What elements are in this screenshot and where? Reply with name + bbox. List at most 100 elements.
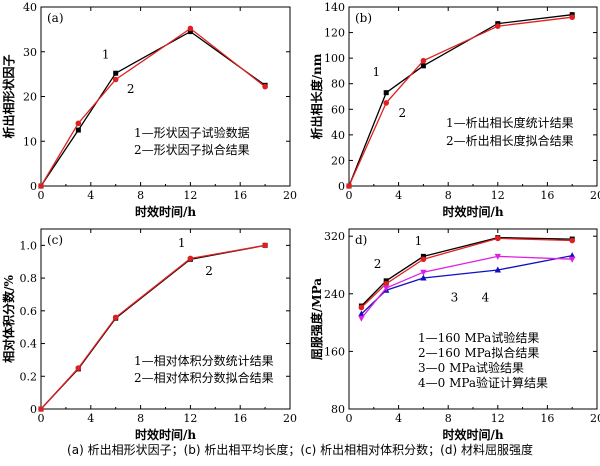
x-tick-label: 0 (38, 189, 45, 202)
legend-entry-4: 4—0 MPa验证计算结果 (418, 375, 548, 390)
data-point (420, 274, 427, 281)
y-tick-label: 80 (331, 403, 345, 416)
data-point (383, 278, 389, 284)
y-axis-label: 析出相形状因子 (1, 54, 16, 138)
data-point (569, 14, 575, 21)
data-point (112, 314, 119, 321)
data-point (75, 365, 82, 371)
chart-panel-3: 0 4 8 12 16 2000.20.40.60.81.0时效时间/h相对体积分数/%(… (1, 228, 297, 442)
x-tick-label: 20 (590, 189, 600, 202)
data-point (420, 57, 427, 64)
data-point (495, 23, 501, 29)
data-point (38, 406, 44, 412)
data-point (113, 70, 119, 76)
x-tick-label: 8 (445, 412, 452, 425)
data-point (495, 235, 501, 242)
data-point (383, 280, 390, 287)
x-tick-label: 8 (137, 189, 144, 202)
y-tick-label: 40 (331, 129, 345, 142)
x-tick-label: 4 (395, 189, 402, 202)
y-tick-label: 100 (324, 52, 345, 65)
data-point (420, 256, 427, 263)
series-annotation: 4 (482, 291, 490, 305)
x-tick-label: 20 (590, 412, 600, 425)
x-tick-label: 20 (283, 189, 297, 202)
y-tick-label: 240 (324, 288, 345, 301)
data-point (420, 269, 427, 276)
data-point (420, 253, 426, 259)
legend-entry-3: 3—0 MPa试验结果 (418, 360, 524, 375)
y-axis-label: 屈服强度/MPa (309, 278, 324, 360)
data-point (569, 252, 576, 259)
chart-panel-1: 0 4 8 12 16 20010203040时效时间/h析出相形状因子(a)121—形状… (1, 1, 297, 219)
x-tick-label: 16 (233, 189, 247, 202)
x-tick-label: 8 (137, 412, 144, 425)
y-tick-label: 40 (23, 1, 37, 14)
x-tick-label: 12 (491, 412, 505, 425)
y-tick-label: 160 (324, 345, 345, 358)
panel-label: (c) (47, 233, 63, 247)
legend-entry-2: 2—相对体积分数拟合结果 (134, 370, 274, 385)
data-point (187, 29, 193, 35)
x-tick-label: 4 (395, 412, 402, 425)
data-point (358, 310, 365, 317)
x-tick-label: 12 (183, 412, 197, 425)
y-tick-label: 0 (338, 180, 345, 193)
x-tick-label: 16 (233, 412, 247, 425)
x-tick-label: 8 (445, 189, 452, 202)
y-axis-label: 相对体积分数/% (1, 275, 16, 363)
data-point (569, 256, 576, 263)
data-point (75, 127, 81, 133)
data-point (358, 315, 365, 322)
x-axis-label: 时效时间/h (442, 204, 503, 219)
data-point (383, 90, 389, 96)
x-tick-label: 4 (87, 189, 94, 202)
y-tick-label: 140 (324, 1, 345, 14)
x-axis-label: 时效时间/h (135, 204, 196, 219)
data-point (187, 255, 194, 262)
y-tick-label: 0.6 (20, 305, 38, 318)
x-tick-label: 0 (38, 412, 45, 425)
y-tick-label: 320 (324, 230, 345, 243)
data-point (420, 63, 426, 69)
data-point (262, 83, 268, 90)
legend-entry-2: 2—形状因子拟合结果 (134, 142, 250, 157)
series-annotation: 1 (415, 234, 423, 248)
chart-panel-4: 04812162080160240320时效时间/h屈服强度/MPad)1234… (309, 228, 600, 442)
data-point (112, 76, 119, 83)
plot-frame (348, 6, 598, 187)
panel-label: (a) (47, 11, 64, 25)
data-point (75, 120, 82, 127)
series-annotation: 1 (102, 47, 110, 61)
x-tick-label: 16 (540, 189, 554, 202)
panel-label: (b) (355, 11, 372, 25)
y-tick-label: 20 (23, 91, 37, 104)
legend-entry-1: 1—相对体积分数统计结果 (134, 353, 274, 368)
series-line-1 (348, 14, 573, 187)
y-tick-label: 80 (331, 78, 345, 91)
series-annotation: 2 (205, 264, 213, 278)
y-tick-label: 0 (30, 403, 37, 416)
chart-panel-2: 048121620020406080100120140时效时间/h析出相长度/n… (309, 1, 600, 219)
series-annotation: 1 (372, 65, 380, 79)
legend-entry-1: 1—析出相长度统计结果 (446, 115, 574, 130)
x-tick-label: 12 (183, 189, 197, 202)
series-annotation: 2 (127, 82, 135, 96)
series-annotation: 3 (451, 291, 459, 305)
y-tick-label: 60 (331, 103, 345, 116)
panel-label: d) (355, 233, 367, 247)
data-point (569, 237, 575, 244)
y-tick-label: 1.0 (20, 239, 38, 252)
data-point (494, 253, 501, 260)
x-axis-label: 时效时间/h (442, 427, 503, 442)
series-annotation: 1 (178, 236, 186, 250)
legend-entry-2: 2—析出相长度拟合结果 (446, 133, 574, 148)
y-tick-label: 0.4 (20, 338, 38, 351)
legend-entry-1: 1—形状因子试验数据 (134, 125, 250, 140)
plot-frame (40, 6, 291, 187)
y-tick-label: 0 (30, 180, 37, 193)
data-point (262, 242, 268, 249)
data-point (187, 25, 194, 32)
data-point (383, 285, 390, 292)
